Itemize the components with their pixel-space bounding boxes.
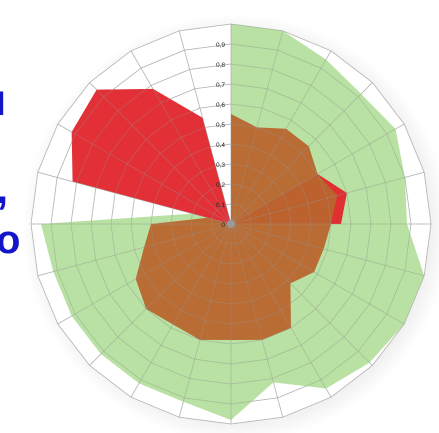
- side-text-fragment: I: [0, 85, 6, 123]
- tick-label: 0,9: [216, 42, 225, 49]
- grid-ring-overlay: [190, 183, 272, 265]
- center-hub: [227, 220, 235, 228]
- series-area-3: [135, 114, 338, 340]
- grid-spoke-overlay: [230, 223, 425, 277]
- grid-spoke-overlay: [89, 223, 232, 366]
- grid-spoke-overlay: [89, 82, 232, 225]
- grid-spoke-overlay: [230, 171, 425, 225]
- grid-ring-overlay: [30, 23, 432, 425]
- grid-spoke-overlay: [230, 82, 373, 225]
- grid-spoke-overlay: [37, 223, 232, 277]
- tick-labels: 0 0,1 0,2 0,3 0,4 0,5 0,6 0,7 0,8 0,9: [216, 42, 225, 229]
- grid-spoke-overlay: [230, 30, 284, 225]
- tick-label: 0: [221, 222, 225, 229]
- grid-spoke-overlay: [37, 171, 232, 225]
- grid-ring-overlay: [110, 103, 352, 345]
- tick-label: 0,4: [216, 142, 225, 149]
- grid-spoke-overlay: [178, 30, 232, 225]
- grid-spoke-overlay: [230, 223, 405, 325]
- grid-spoke-overlay: [130, 223, 232, 398]
- series-layer: [30, 23, 432, 425]
- grid-spoke-overlay: [230, 223, 332, 398]
- grid-ring-overlay: [130, 123, 332, 325]
- grid-ring-overlay: [170, 163, 292, 285]
- grid-overlay: [30, 23, 432, 425]
- series-area-2: [71, 88, 347, 224]
- grid-spoke-overlay: [57, 123, 232, 225]
- grid-spoke-overlay: [178, 223, 232, 418]
- tick-label: 0,5: [216, 122, 225, 129]
- grid-spoke-overlay: [230, 123, 405, 225]
- grid-spoke-overlay: [230, 223, 373, 366]
- tick-label: 0,1: [216, 202, 225, 209]
- side-text-fragment: ,: [0, 167, 8, 211]
- grid-spoke-overlay: [230, 223, 284, 418]
- tick-label: 0,3: [216, 162, 225, 169]
- grid-spoke-overlay: [230, 50, 332, 225]
- grid-ring-overlay: [70, 63, 392, 385]
- grid-ring-overlay: [150, 143, 312, 305]
- tick-label: 0,6: [216, 102, 225, 109]
- grid-spoke-overlay: [130, 50, 232, 225]
- grid-spoke-overlay: [57, 223, 232, 325]
- tick-label: 0,8: [216, 62, 225, 69]
- side-text-fragment: o: [0, 218, 21, 262]
- grid-ring-overlay: [210, 203, 252, 245]
- grid-ring-overlay: [50, 43, 412, 405]
- tick-label: 0,7: [216, 82, 225, 89]
- grid-ring-overlay: [90, 83, 372, 365]
- tick-label: 0,2: [216, 182, 225, 189]
